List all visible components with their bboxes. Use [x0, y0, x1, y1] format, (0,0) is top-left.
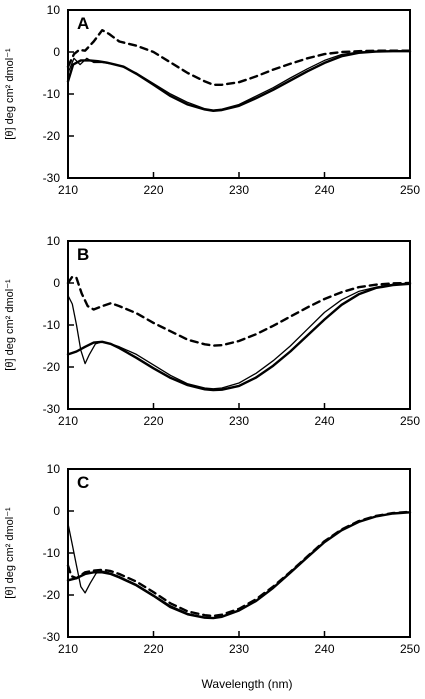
y-tick-label: -20	[43, 360, 61, 374]
x-tick-label: 230	[229, 414, 249, 428]
y-tick-label: -30	[43, 630, 61, 644]
plot-frame	[67, 468, 411, 638]
plot-frame	[67, 9, 411, 179]
series-line-solid-thick	[66, 50, 412, 112]
y-tick-label: 0	[53, 504, 60, 518]
y-tick-label: -10	[43, 318, 61, 332]
x-tick-label: 220	[143, 183, 163, 197]
x-tick-label: 210	[58, 642, 78, 656]
panel-label: B	[77, 245, 89, 264]
x-tick-label: 240	[314, 642, 334, 656]
x-tick-label: 250	[400, 642, 420, 656]
series-line-solid-thin	[67, 50, 411, 111]
y-tick-label: 0	[53, 45, 60, 59]
panel-label: A	[77, 14, 89, 33]
y-tick-label: -30	[43, 402, 61, 416]
y-tick-label: -10	[43, 546, 61, 560]
y-tick-label: 0	[53, 276, 60, 290]
series-line-solid-thin	[67, 511, 411, 619]
x-tick-label: 250	[400, 414, 420, 428]
y-tick-label: 10	[47, 462, 61, 476]
series-line-solid-thick	[66, 511, 412, 620]
x-tick-label: 210	[58, 183, 78, 197]
series-line-dashed	[66, 29, 412, 86]
x-axis-label: Wavelength (nm)	[202, 677, 293, 691]
series-line-solid-thin	[67, 282, 411, 390]
y-tick-label: -20	[43, 588, 61, 602]
y-axis-label: [θ] deg cm² dmol⁻¹	[4, 279, 16, 371]
y-axis-label: [θ] deg cm² dmol⁻¹	[4, 48, 16, 140]
plot-frame	[67, 240, 411, 410]
x-tick-label: 240	[314, 414, 334, 428]
y-tick-label: 10	[47, 234, 61, 248]
x-tick-label: 220	[143, 414, 163, 428]
y-axis-label: [θ] deg cm² dmol⁻¹	[4, 507, 16, 599]
x-tick-label: 210	[58, 414, 78, 428]
y-tick-label: 10	[47, 3, 61, 17]
y-tick-label: -30	[43, 171, 61, 185]
series-line-dashed	[66, 510, 412, 618]
x-tick-label: 230	[229, 183, 249, 197]
panel-label: C	[77, 473, 89, 492]
series-line-solid-thick	[66, 282, 412, 392]
x-tick-label: 230	[229, 642, 249, 656]
x-tick-label: 220	[143, 642, 163, 656]
x-tick-label: 250	[400, 183, 420, 197]
y-tick-label: -10	[43, 87, 61, 101]
y-tick-label: -20	[43, 129, 61, 143]
x-tick-label: 240	[314, 183, 334, 197]
series-line-dashed	[66, 275, 412, 347]
